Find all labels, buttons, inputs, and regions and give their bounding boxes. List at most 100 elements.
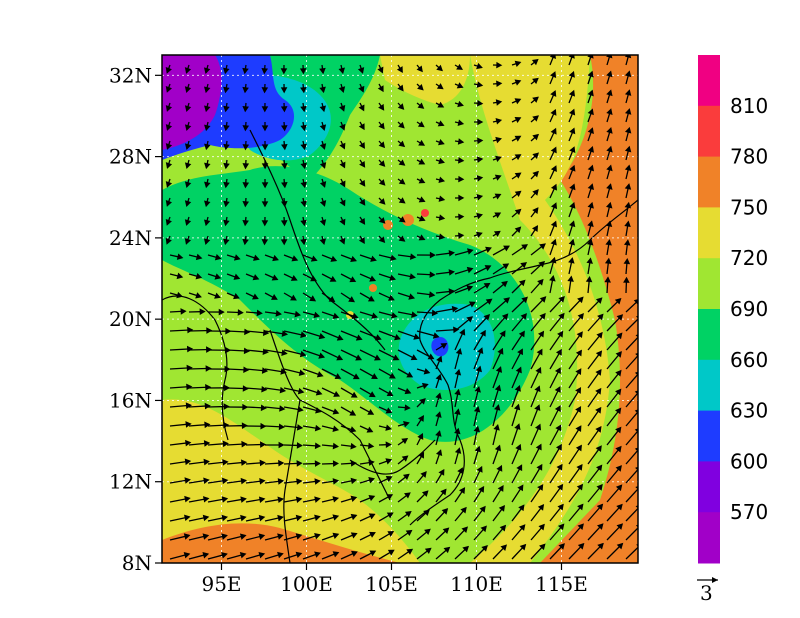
wind-arrowhead	[443, 546, 451, 554]
wind-arrowhead	[195, 292, 202, 299]
wind-arrowhead	[290, 274, 298, 281]
wind-arrow	[625, 526, 638, 541]
wind-arrowhead	[408, 293, 416, 300]
wind-arrowhead	[299, 68, 307, 75]
border-c	[349, 439, 436, 475]
wind-arrowhead	[280, 239, 288, 246]
wind-arrowhead	[297, 387, 305, 395]
wind-arrowhead	[258, 552, 266, 559]
wind-arrowhead	[386, 512, 394, 519]
wind-arrowhead	[176, 272, 184, 280]
wind-arrow	[625, 318, 638, 332]
wind-arrowhead	[417, 415, 424, 422]
wind-arrowhead	[214, 292, 221, 299]
wind-arrowhead	[568, 89, 576, 97]
wind-arrowhead	[569, 202, 576, 209]
wind-arrowhead	[391, 312, 398, 319]
wind-arrowhead	[587, 164, 595, 172]
colorbar: 810 780 750 720 690 660 630 600 570	[698, 55, 768, 564]
wind-arrowhead	[496, 80, 503, 88]
wind-arrowhead	[359, 179, 366, 187]
wind-arrowhead	[550, 71, 557, 78]
wind-arrowhead	[473, 405, 481, 413]
wind-arrowhead	[624, 70, 632, 78]
wind-arrow	[625, 507, 638, 522]
wind-arrowhead	[587, 183, 594, 191]
wind-arrowhead	[339, 218, 346, 226]
wind-arrowhead	[385, 441, 392, 449]
wind-arrowhead	[550, 127, 557, 135]
wind-arrowhead	[419, 398, 426, 405]
wind-arrowhead	[378, 160, 386, 167]
wind-arrowhead	[568, 70, 575, 78]
wind-arrowhead	[398, 121, 405, 129]
lat-tick-label: 24N	[109, 226, 152, 250]
wind-arrowhead	[537, 278, 544, 286]
wind-arrowhead	[438, 214, 446, 221]
field-spot-4	[369, 284, 377, 292]
wind-arrowhead	[300, 86, 307, 94]
wind-arrowhead	[261, 367, 269, 374]
wind-arrowhead	[493, 423, 500, 431]
wind-arrowhead	[319, 67, 326, 75]
wind-arrowhead	[454, 427, 461, 435]
wind-arrowhead	[386, 390, 394, 396]
wind-arrowhead	[319, 219, 327, 226]
wind-arrowhead	[165, 200, 172, 207]
wind-arrowhead	[281, 330, 289, 337]
wind-arrowhead	[549, 274, 556, 282]
wind-arrowhead	[499, 524, 507, 532]
wind-arrowhead	[349, 409, 357, 416]
wind-arrowhead	[368, 477, 375, 484]
wind-arrowhead	[624, 145, 632, 153]
map-frame	[161, 54, 639, 564]
wind-arrowhead	[423, 509, 430, 516]
wind-arrowhead	[495, 99, 503, 106]
wind-arrowhead	[368, 459, 375, 466]
wind-arrowhead	[536, 348, 543, 356]
wind-arrowhead	[350, 495, 358, 503]
wind-arrowhead	[401, 455, 409, 462]
wind-arrowhead	[402, 473, 410, 481]
wind-arrowhead	[378, 217, 386, 224]
wind-arrowhead	[477, 99, 484, 107]
wind-arrowhead	[458, 194, 465, 202]
wind-arrowhead	[314, 533, 321, 540]
wind-arrowhead	[587, 201, 594, 209]
wind-arrowhead	[424, 547, 432, 554]
wind-arrowhead	[350, 460, 357, 467]
wind-arrowhead	[519, 524, 526, 531]
wind-arrowhead	[223, 238, 230, 246]
wind-arrowhead	[185, 402, 193, 409]
wind-arrowhead	[328, 296, 336, 303]
colorbar-label: 720	[730, 246, 768, 270]
wind-arrowhead	[462, 545, 469, 553]
wind-arrowhead	[577, 313, 584, 320]
wind-arrowhead	[501, 313, 509, 321]
wind-arrowhead	[595, 406, 602, 414]
wind-arrowhead	[300, 162, 307, 170]
wind-arrowhead	[377, 85, 384, 93]
wind-arrowhead	[357, 67, 365, 74]
wind-arrowhead	[535, 423, 542, 431]
wind-arrowhead	[536, 463, 543, 471]
wind-arrowhead	[242, 163, 250, 170]
wind-arrowhead	[314, 551, 321, 558]
wind-arrowhead	[404, 388, 412, 395]
wind-arrowhead	[184, 86, 192, 93]
wind-arrowhead	[350, 513, 358, 521]
wind-arrowhead	[203, 477, 210, 484]
wind-arrowhead	[406, 548, 414, 555]
colorbar-segment	[698, 461, 720, 513]
wind-arrowhead	[369, 275, 377, 282]
wind-arrowhead	[223, 219, 230, 227]
wind-arrowhead	[495, 136, 502, 144]
wind-arrowhead	[555, 443, 562, 451]
wind-arrowhead	[515, 366, 522, 374]
wind-arrowhead	[437, 101, 445, 108]
lon-tick-label: 105E	[365, 572, 418, 596]
wind-arrowhead	[624, 108, 632, 115]
wind-arrowhead	[374, 334, 382, 341]
wind-arrowhead	[271, 274, 279, 281]
wind-arrowhead	[165, 105, 173, 112]
